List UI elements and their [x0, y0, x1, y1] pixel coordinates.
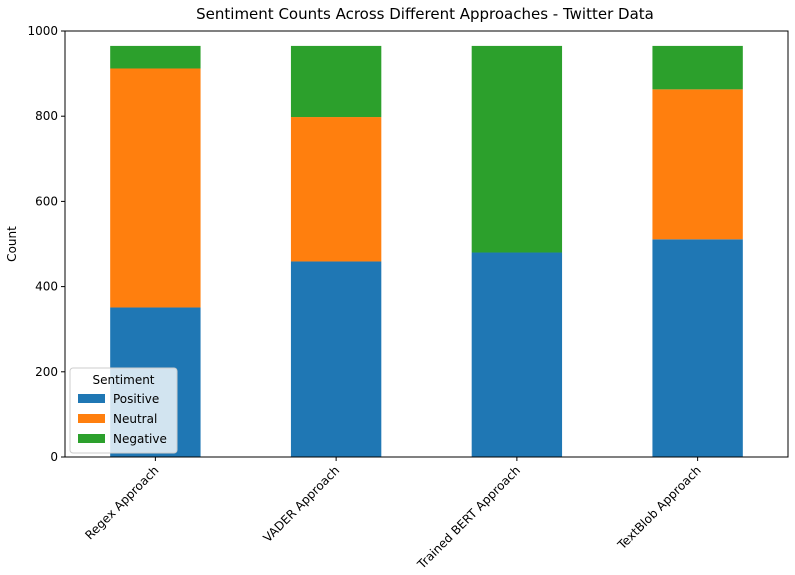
bar-positive-3 [471, 252, 563, 457]
legend-label-neutral: Neutral [113, 412, 157, 426]
x-tick-label: VADER Approach [260, 463, 342, 545]
legend-label-positive: Positive [113, 392, 159, 406]
y-tick-label: 200 [35, 365, 58, 379]
y-axis-label: Count [5, 226, 19, 262]
bar-neutral-4 [652, 89, 743, 240]
bar-negative-2 [290, 45, 382, 118]
x-tick-label: Regex Approach [82, 463, 161, 542]
y-tick-label: 400 [35, 280, 58, 294]
y-tick-label: 800 [35, 109, 58, 123]
bar-negative-1 [110, 45, 201, 69]
legend-swatch-positive [78, 394, 105, 403]
legend-swatch-neutral [78, 414, 105, 423]
bar-negative-4 [652, 45, 743, 90]
bar-neutral-1 [110, 68, 201, 308]
bars [110, 45, 743, 457]
y-tick-label: 0 [50, 450, 58, 464]
bar-negative-3 [471, 45, 563, 253]
plot-frame [64, 30, 789, 458]
legend-swatch-negative [78, 434, 105, 443]
legend-label-negative: Negative [113, 432, 167, 446]
chart-title: Sentiment Counts Across Different Approa… [196, 5, 654, 23]
y-tick-label: 1000 [27, 24, 58, 38]
legend-title: Sentiment [92, 373, 154, 387]
legend-box [69, 367, 178, 454]
bar-positive-2 [290, 261, 382, 457]
bar-positive-4 [652, 239, 743, 457]
bar-neutral-2 [290, 117, 382, 262]
x-tick-label: Trained BERT Approach [414, 463, 523, 572]
x-tick-label: TextBlob Approach [614, 463, 704, 553]
y-tick-label: 600 [35, 194, 58, 208]
legend: Sentiment Positive Neutral Negative [69, 367, 178, 454]
